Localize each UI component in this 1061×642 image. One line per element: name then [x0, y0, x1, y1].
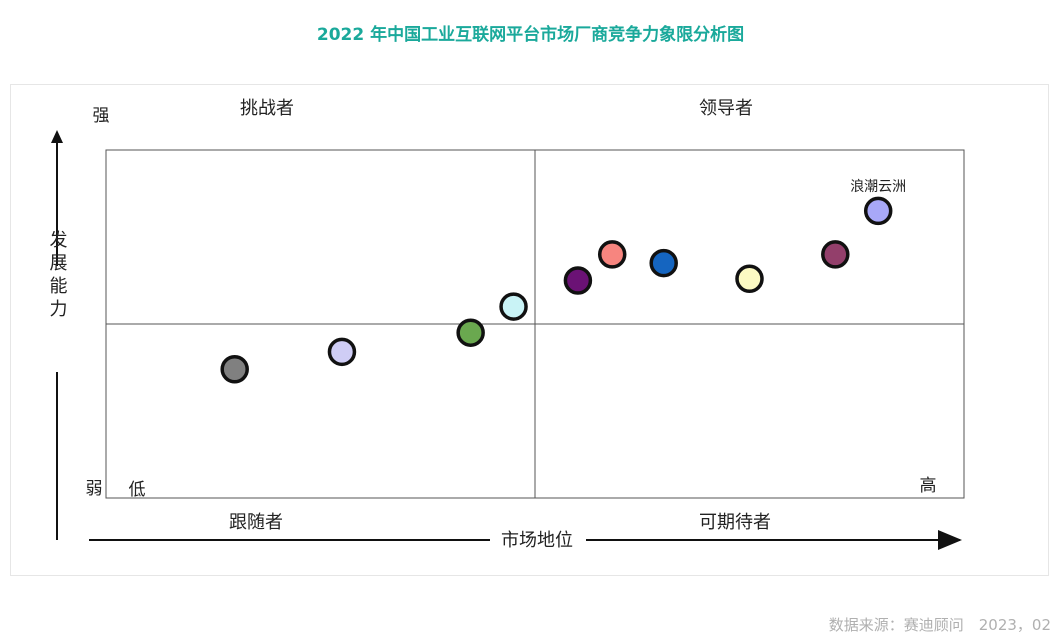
chart-frame	[10, 84, 1049, 576]
data-point-9	[821, 240, 850, 269]
data-point-7	[649, 248, 678, 278]
y-axis-label: 发展能力	[47, 230, 68, 322]
y-axis-low-label: 弱	[86, 479, 103, 499]
quadrant-top-left-label: 挑战者	[240, 98, 294, 119]
x-axis-high-label: 高	[920, 476, 937, 496]
data-point-3	[456, 318, 485, 347]
x-axis-label: 市场地位	[501, 530, 573, 551]
data-point-6	[597, 240, 627, 269]
data-point-5	[563, 266, 593, 295]
y-axis-arrow	[51, 130, 63, 143]
source-note: 数据来源：赛迪顾问 2023，02	[828, 616, 1051, 634]
quadrant-bottom-left-label: 跟随者	[229, 512, 283, 533]
data-point-8	[735, 264, 764, 294]
data-point-label: 浪潮云洲	[850, 179, 906, 195]
quadrant-bottom-right-label: 可期待者	[699, 512, 771, 533]
data-point-10	[863, 196, 893, 226]
data-point-2	[327, 337, 357, 367]
quadrant-top-right-label: 领导者	[699, 98, 753, 119]
data-point-4	[499, 292, 528, 321]
points-layer: 浪潮云洲	[220, 179, 906, 384]
x-axis-low-label: 低	[129, 480, 146, 500]
data-point-1	[220, 354, 249, 384]
chart-title: 2022 年中国工业互联网平台市场厂商竞争力象限分析图	[316, 25, 745, 45]
y-axis-high-label: 强	[93, 106, 110, 126]
